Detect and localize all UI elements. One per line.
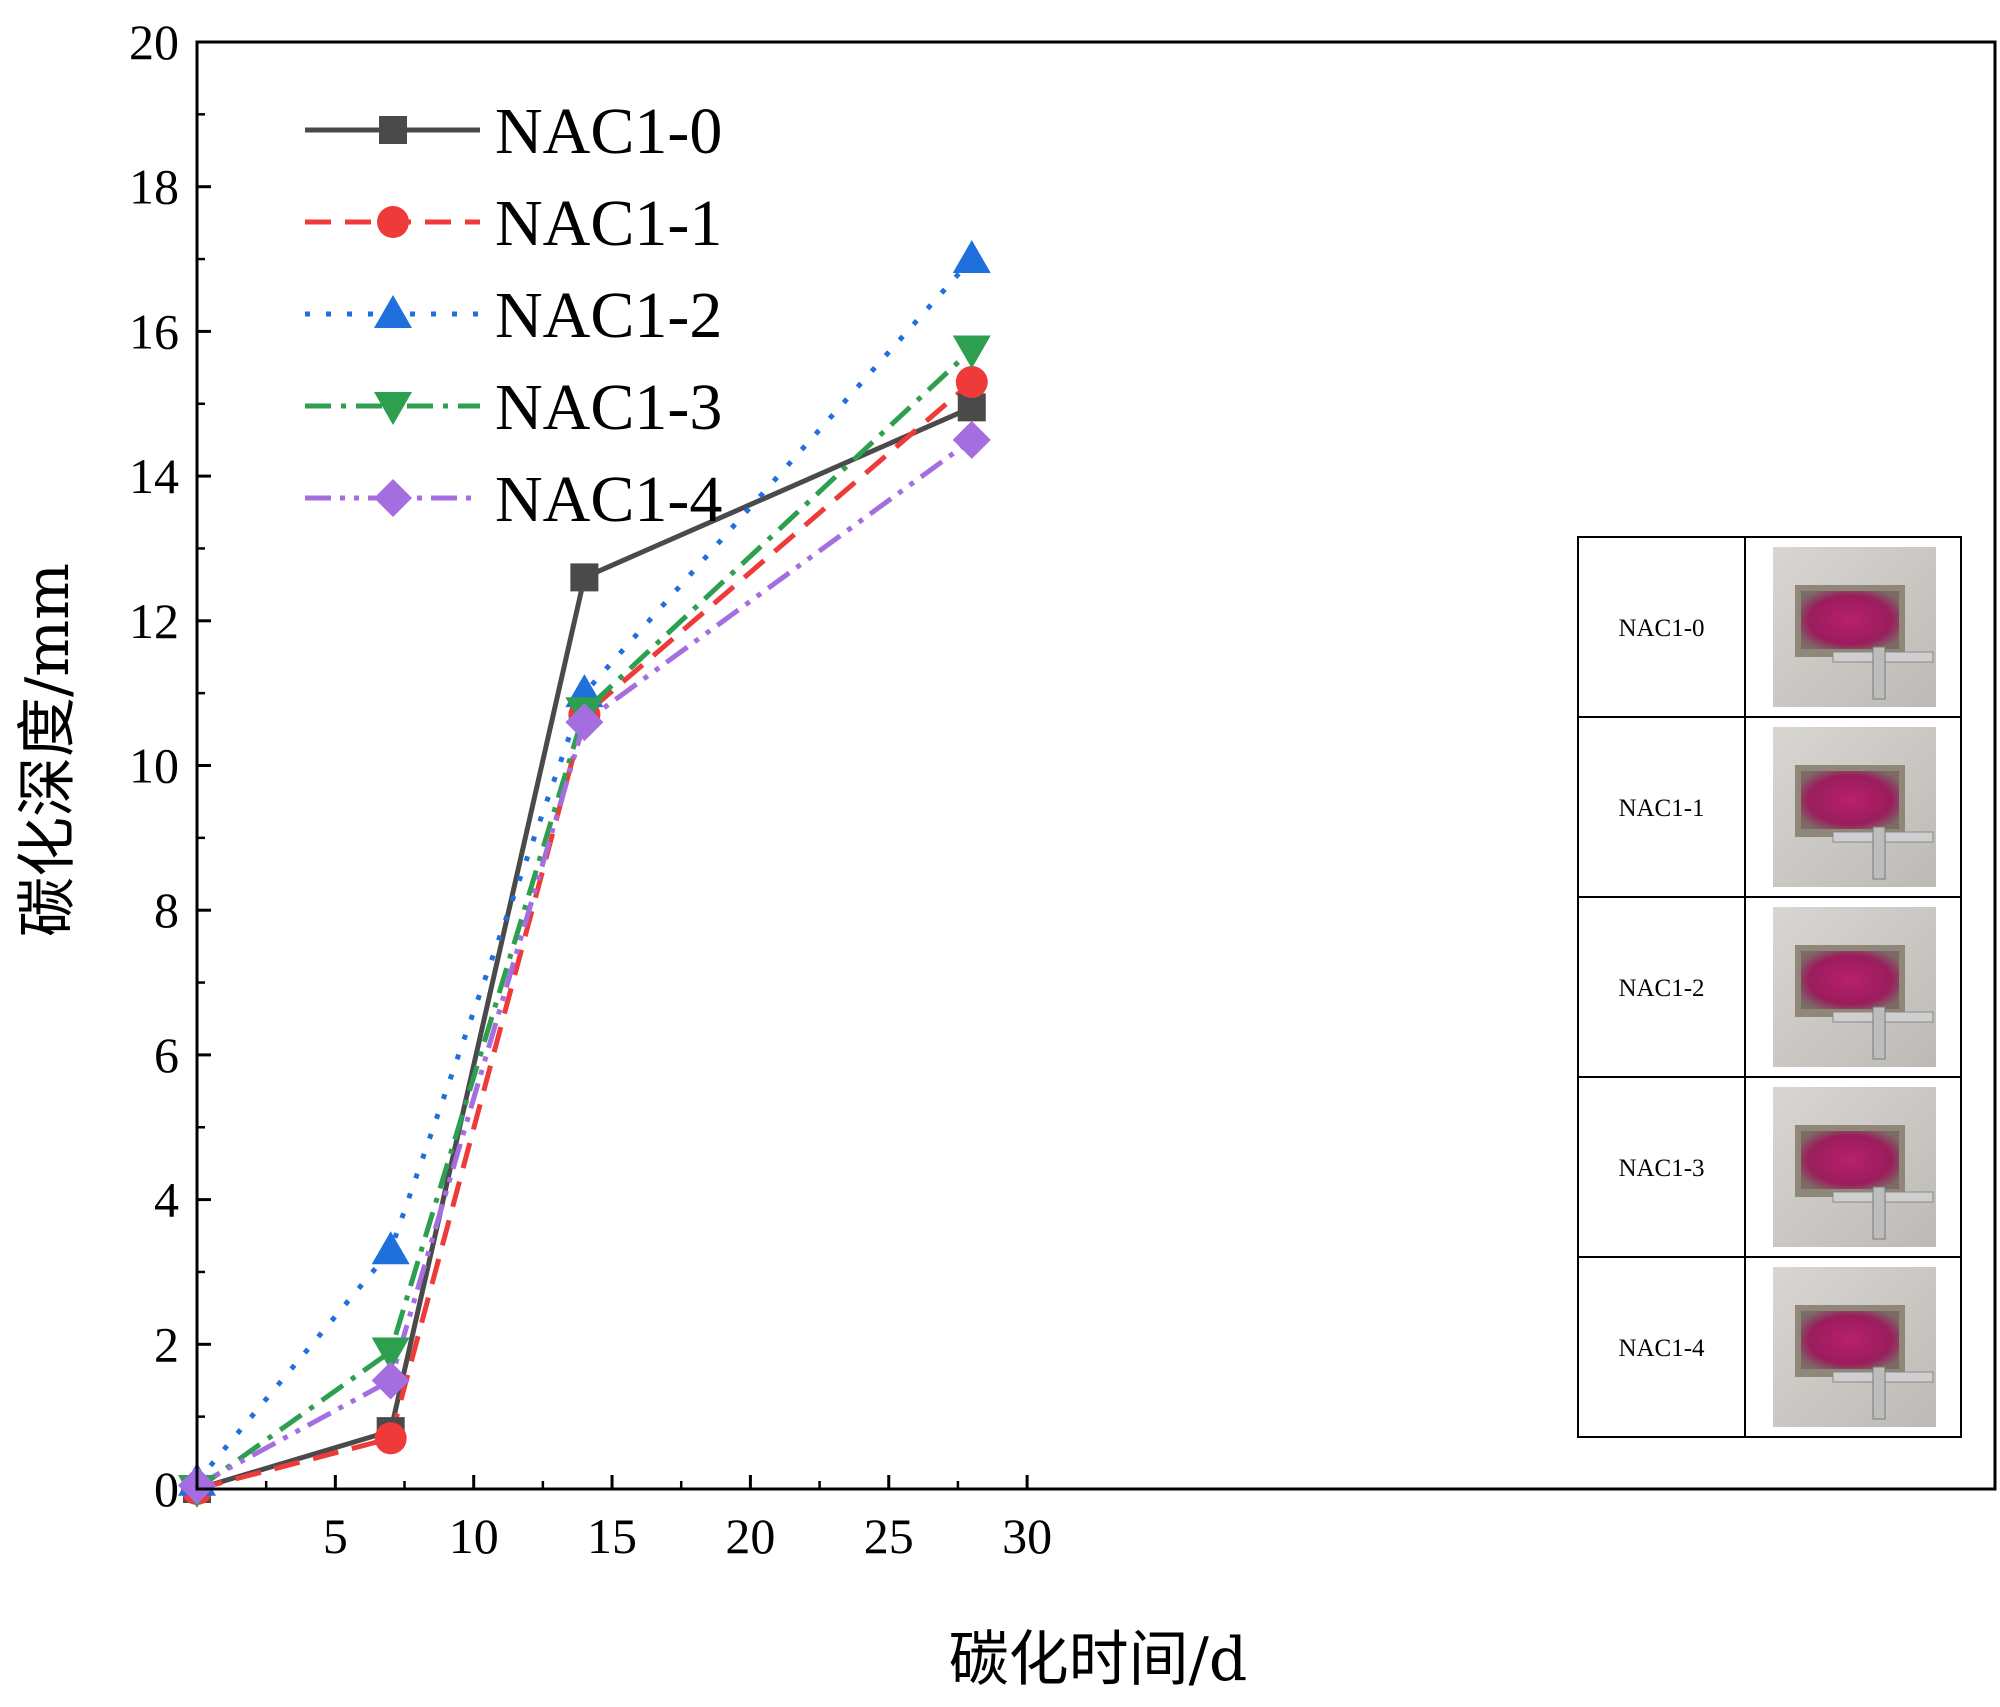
data-point-NAC1-4 <box>565 703 604 742</box>
y-tick-label: 14 <box>129 448 179 504</box>
series-line-NAC1-2 <box>195 257 974 1484</box>
inset-row-label: NAC1-1 <box>1618 795 1704 822</box>
axes: 0 2 4 6 8 10 12 14 16 18 20 5 10 15 20 25 30 <box>129 14 1997 1564</box>
sample-photo <box>1773 907 1936 1067</box>
legend-label: NAC1-0 <box>495 95 722 168</box>
data-point-NAC1-1 <box>374 1422 407 1455</box>
legend-label: NAC1-1 <box>495 187 722 260</box>
y-tick-label: 18 <box>129 159 179 215</box>
caliper-jaw <box>1872 1366 1886 1420</box>
series-line-NAC1-4 <box>195 437 974 1488</box>
x-tick-label: 30 <box>1002 1508 1052 1564</box>
caliper-jaw <box>1872 646 1886 700</box>
legend-marker <box>374 479 412 517</box>
legend-label: NAC1-3 <box>495 371 722 444</box>
caliper-jaw <box>1872 1006 1886 1060</box>
data-point-NAC1-3 <box>952 335 991 369</box>
legend: NAC1-0 NAC1-1 NAC1-2 NAC1-3 NAC1-4 <box>305 95 722 536</box>
legend-label: NAC1-2 <box>495 279 722 352</box>
x-tick-label: 25 <box>864 1508 914 1564</box>
phenolphthalein-stain <box>1801 1131 1899 1189</box>
legend-marker <box>374 392 412 425</box>
caliper-jaw <box>1872 1186 1886 1240</box>
inset-row-label: NAC1-2 <box>1618 975 1704 1002</box>
phenolphthalein-stain <box>1801 591 1899 649</box>
x-tick-label: 5 <box>323 1508 348 1564</box>
y-tick-label: 6 <box>154 1027 179 1083</box>
x-tick-label: 15 <box>587 1508 637 1564</box>
y-axis-title: 碳化深度/mm <box>13 563 83 937</box>
data-point-NAC1-1 <box>955 366 988 399</box>
y-tick-label: 20 <box>129 14 179 70</box>
inset-row-label: NAC1-3 <box>1618 1155 1704 1182</box>
x-tick-label: 10 <box>449 1508 499 1564</box>
sample-photo <box>1773 727 1936 887</box>
data-point-NAC1-0 <box>570 563 599 592</box>
data-point-NAC1-3 <box>371 1337 410 1371</box>
series-line-NAC1-0 <box>196 405 973 1492</box>
y-tick-label: 8 <box>154 882 179 938</box>
sample-photo <box>1773 547 1936 707</box>
x-tick-label: 20 <box>725 1508 775 1564</box>
legend-label: NAC1-4 <box>495 463 722 536</box>
data-point-NAC1-4 <box>952 420 991 459</box>
data-point-NAC1-4 <box>371 1361 410 1400</box>
legend-marker <box>374 295 412 328</box>
y-tick-label: 0 <box>154 1461 179 1517</box>
inset-row-label: NAC1-4 <box>1618 1335 1705 1362</box>
series-line-NAC1-1 <box>196 380 974 1492</box>
data-point-NAC1-2 <box>371 1231 410 1265</box>
inset-table: NAC1-0 NAC1-1 NAC1-2 NAC1-3 NAC1-4 <box>1577 536 1962 1438</box>
x-axis-title: 碳化时间/d <box>949 1625 1248 1695</box>
legend-marker <box>379 116 407 144</box>
series-line-NAC1-3 <box>195 347 974 1492</box>
phenolphthalein-stain <box>1801 1311 1899 1369</box>
caliper-jaw <box>1872 826 1886 880</box>
series-layer <box>195 257 974 1492</box>
inset-row-label: NAC1-0 <box>1618 615 1704 642</box>
phenolphthalein-stain <box>1801 771 1899 829</box>
sample-photo <box>1773 1087 1936 1247</box>
y-tick-label: 12 <box>129 593 179 649</box>
data-point-NAC1-2 <box>952 240 991 274</box>
y-tick-label: 4 <box>154 1172 179 1228</box>
sample-photo <box>1773 1267 1936 1427</box>
y-tick-label: 16 <box>129 303 179 359</box>
phenolphthalein-stain <box>1801 951 1899 1009</box>
legend-marker <box>377 206 409 238</box>
y-tick-label: 10 <box>129 738 179 794</box>
y-tick-label: 2 <box>154 1316 179 1372</box>
